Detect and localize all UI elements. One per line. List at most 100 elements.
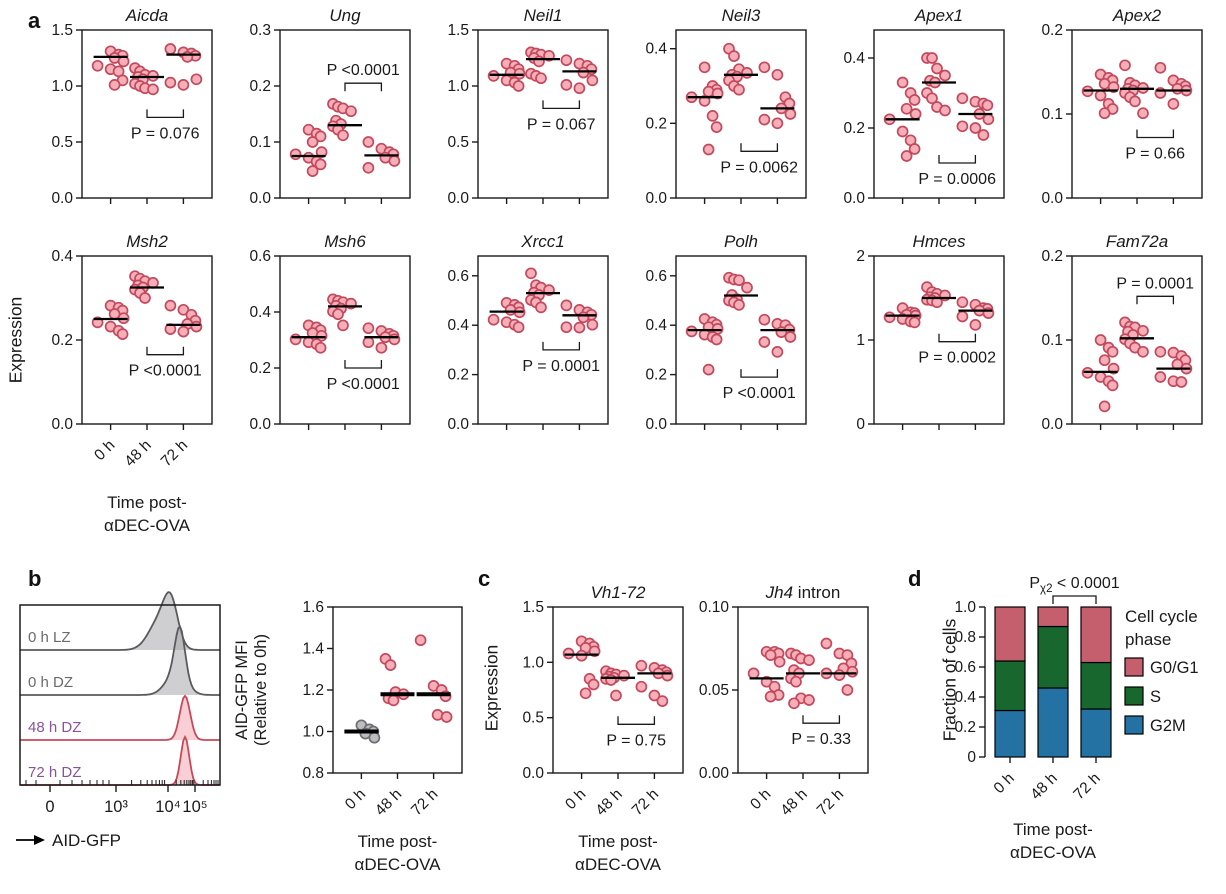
- legend-label: G2M: [1150, 717, 1186, 735]
- histogram-curve: [20, 694, 220, 741]
- y-tick-label: 0.10: [699, 599, 730, 616]
- legend-label: S: [1150, 688, 1161, 706]
- chart-flow-histogram: 0 h LZ 0 h DZ 48 h DZ 72 h DZ 0 10³ 10⁴ 10⁵ AID-…: [16, 591, 221, 850]
- y-tick-label: 0.05: [699, 682, 729, 699]
- data-point: [1094, 89, 1107, 102]
- y-tick-label: 0.00: [699, 765, 730, 782]
- y-tick-label: 0.2: [645, 115, 667, 132]
- y-tick-label: 0.6: [645, 268, 667, 285]
- x-axis-label: Time post-: [358, 832, 438, 851]
- data-point: [773, 655, 786, 668]
- histogram-curve: [20, 625, 220, 696]
- y-tick-label: 1.0: [954, 599, 976, 616]
- y-tick-label: 1.4: [302, 641, 324, 658]
- chart-polh: Polh 0.0 0.2 0.4 0.6 P <0.0001: [645, 232, 807, 433]
- data-point: [487, 313, 500, 326]
- data-point: [181, 51, 194, 63]
- data-point: [164, 43, 177, 55]
- legend-title: Cell cycle: [1125, 607, 1198, 626]
- plot-title: Msh2: [126, 232, 168, 251]
- significance-bracket: [1136, 295, 1175, 305]
- y-tick-label: 0.0: [645, 416, 667, 433]
- x-tick-label: 10⁵: [182, 798, 207, 816]
- x-tick-label: 0 h: [562, 786, 589, 813]
- histogram-row-label: 0 h DZ: [28, 674, 73, 691]
- plot-title: Neil3: [722, 6, 761, 25]
- data-point: [908, 143, 921, 155]
- data-point: [977, 129, 990, 141]
- data-point: [728, 50, 740, 62]
- legend-label: G0/G1: [1150, 659, 1199, 677]
- plot-title: Aicda: [125, 6, 169, 25]
- x-tick-label: 72 h: [629, 786, 662, 819]
- histogram-row-label: 0 h LZ: [28, 629, 71, 646]
- data-point: [560, 79, 573, 91]
- chart-hmces: Hmces 0 1 2 P = 0.0002: [856, 232, 1005, 433]
- data-point: [190, 320, 203, 333]
- data-point: [969, 319, 982, 331]
- data-point: [116, 328, 129, 340]
- y-tick-label: 1.5: [522, 599, 544, 616]
- data-point: [414, 634, 427, 647]
- data-point: [560, 321, 573, 334]
- y-tick-label: 0.4: [645, 317, 667, 334]
- data-point: [345, 105, 357, 118]
- data-point: [512, 321, 525, 334]
- plot-title: Vh1-72: [591, 583, 646, 602]
- data-point: [586, 74, 599, 87]
- data-point: [771, 346, 784, 358]
- data-point: [1106, 379, 1119, 392]
- y-tick-label: 0.4: [447, 317, 469, 334]
- data-point: [375, 341, 388, 354]
- data-point: [306, 136, 319, 148]
- y-tick-label: 0: [856, 416, 865, 433]
- data-point: [741, 67, 753, 79]
- data-point: [1154, 345, 1167, 358]
- y-tick-label: 1.2: [302, 682, 324, 699]
- data-point: [573, 321, 586, 334]
- data-point: [788, 697, 800, 710]
- data-point: [387, 694, 400, 707]
- data-point: [648, 689, 661, 702]
- x-tick-label: 48 h: [121, 437, 154, 470]
- y-axis-label: (Relative to 0h): [252, 634, 270, 746]
- bar-segment-G0/G1: [994, 606, 1026, 662]
- p-value-label: P = 0.067: [527, 116, 596, 133]
- significance-bracket: [344, 82, 383, 92]
- data-point: [314, 341, 327, 354]
- data-point: [790, 675, 802, 688]
- p-value-label: P = 0.0062: [720, 159, 798, 176]
- data-point: [139, 292, 151, 304]
- x-axis-label: αDEC-OVA: [104, 516, 191, 535]
- bar-segment-G2M: [994, 709, 1026, 758]
- data-point: [535, 72, 547, 85]
- x-tick-label: 48 h: [372, 786, 405, 819]
- legend-swatch-G0/G1: [1124, 657, 1144, 677]
- data-point: [177, 325, 190, 338]
- data-point: [908, 316, 921, 329]
- data-point: [388, 155, 401, 167]
- data-point: [560, 299, 573, 312]
- data-point: [1129, 95, 1141, 108]
- p-value-label: P = 0.0001: [522, 358, 600, 375]
- data-point: [758, 61, 771, 74]
- y-tick-label: 0.0: [249, 190, 271, 207]
- data-point: [610, 689, 622, 702]
- significance-bracket: [802, 715, 841, 724]
- data-point: [833, 669, 846, 681]
- data-point: [368, 731, 381, 744]
- data-point: [1098, 354, 1111, 367]
- data-point: [164, 299, 177, 312]
- data-point: [758, 336, 771, 348]
- data-point: [635, 680, 648, 693]
- data-point: [981, 99, 994, 112]
- panel-a-y-axis-label: Expression: [5, 296, 26, 384]
- data-point: [741, 281, 753, 294]
- chart-apex2: Apex2 0.0 0.1 0.2 P = 0.66: [1041, 6, 1203, 207]
- panel-d-cell-cycle-chart: 0 0.2 0.4 0.6 0.8 1.0 0 h 48 h 72 h Pχ2 < 0.0001 C…: [940, 560, 1226, 882]
- data-point: [1167, 98, 1180, 110]
- data-point: [147, 83, 159, 96]
- x-tick-label: 72 h: [814, 786, 847, 819]
- histogram-curve: [20, 591, 220, 651]
